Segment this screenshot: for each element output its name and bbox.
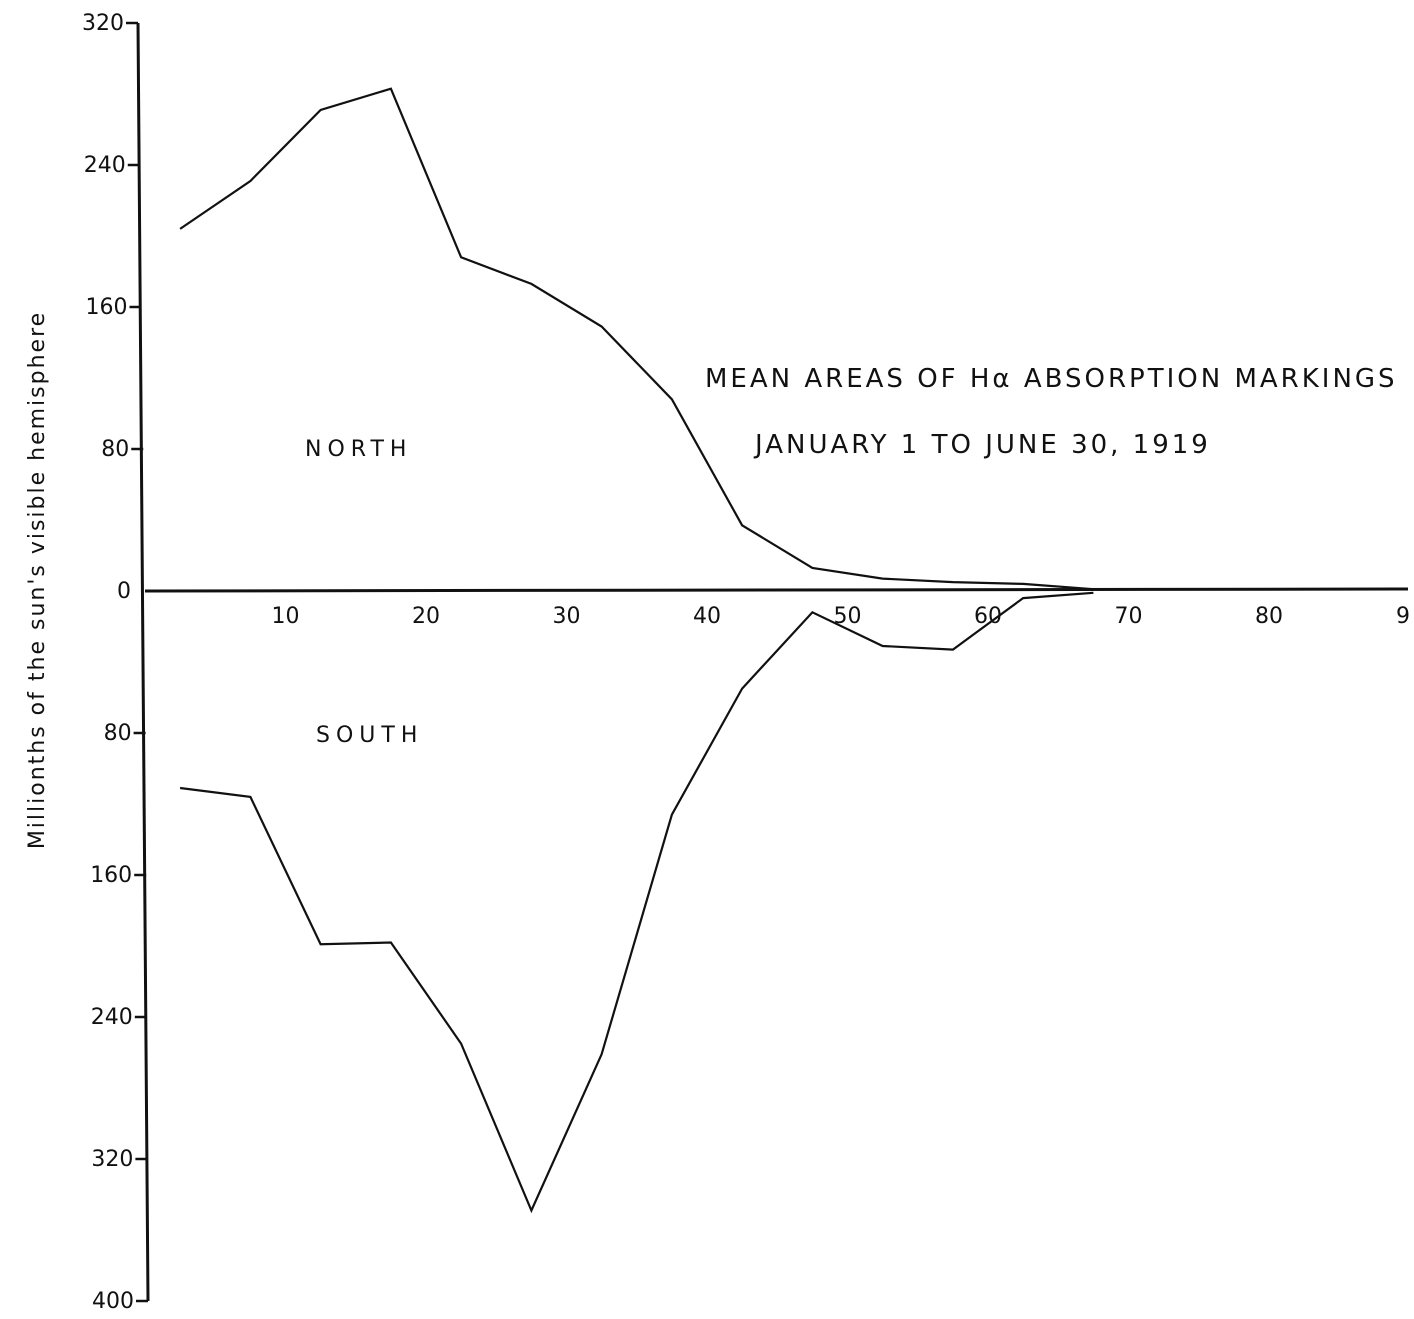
y-tick-label-north: 320 (82, 11, 124, 36)
y-tick-label-south: 160 (90, 863, 132, 888)
y-tick-label-north: 240 (84, 153, 126, 178)
x-tick-label: 10 (272, 604, 300, 629)
y-tick-label-north: 160 (86, 295, 128, 320)
x-tick-label: 30 (553, 604, 581, 629)
axes (136, 22, 1409, 1302)
x-tick-label: 20 (412, 604, 440, 629)
chart-title-line-1: MEAN AREAS OF Hα ABSORPTION MARKINGS (705, 364, 1398, 394)
y-tick-label-north: 0 (117, 579, 131, 604)
x-axis-line (144, 587, 1409, 593)
series-lines (179, 87, 1094, 1214)
y-axis-label: Millionths of the sun's visible hemisphe… (25, 311, 50, 849)
y-tick-label-south: 320 (91, 1147, 133, 1172)
series-line-north (179, 87, 1094, 591)
x-tick-label: 40 (693, 604, 721, 629)
y-axis-line (136, 22, 150, 1302)
series-label-south: SOUTH (316, 723, 423, 748)
y-tick-label-south: 240 (91, 1005, 133, 1030)
x-tick-label: 9 (1396, 604, 1410, 629)
series-label-north: NORTH (305, 437, 412, 462)
y-tick-label-south: 80 (104, 721, 132, 746)
series-line-south (179, 591, 1094, 1214)
y-tick-label-south: 400 (92, 1289, 134, 1314)
y-tick-label-north: 80 (101, 437, 129, 462)
x-tick-label: 80 (1255, 604, 1283, 629)
x-tick-label: 70 (1115, 604, 1143, 629)
chart-title-line-2: JANUARY 1 TO JUNE 30, 1919 (753, 430, 1211, 460)
